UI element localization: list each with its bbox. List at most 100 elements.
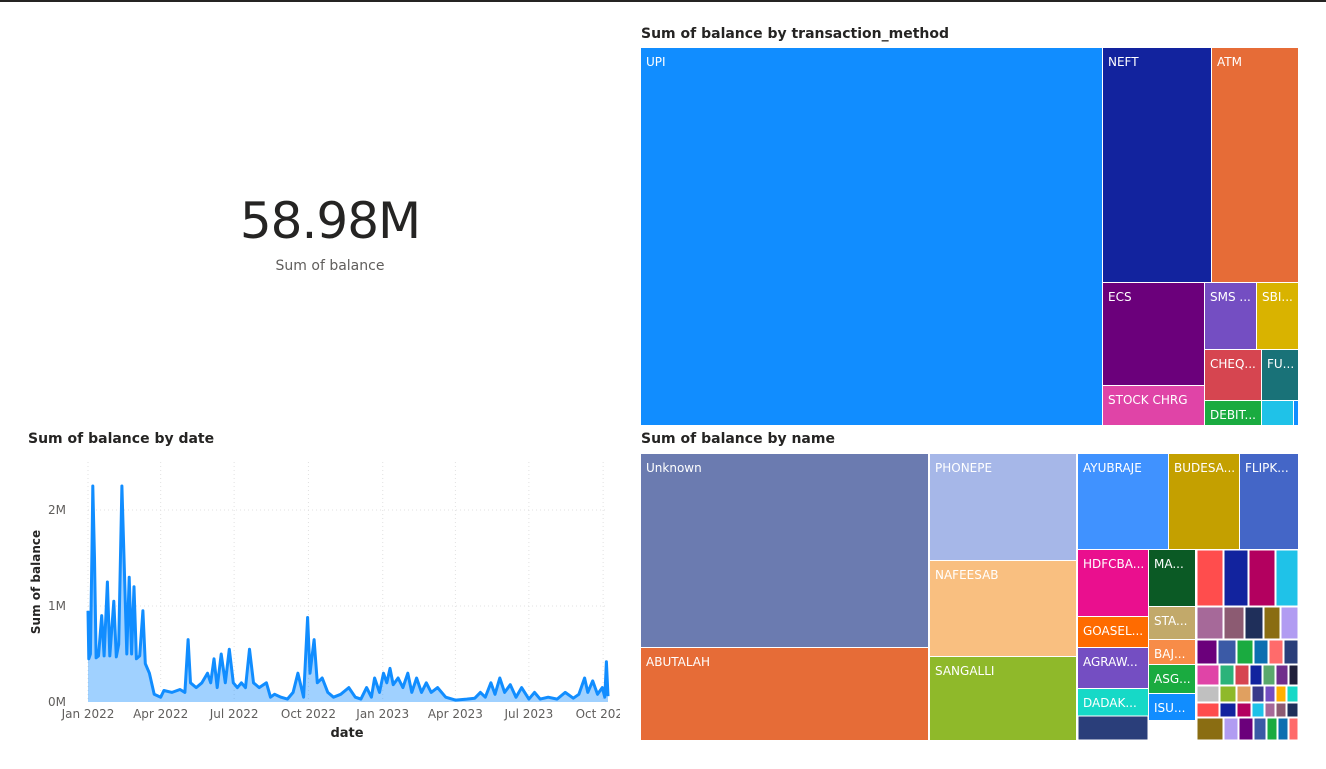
method-tile-ecs[interactable]: ECS [1103, 283, 1204, 385]
name-tile-small[interactable] [1196, 606, 1224, 640]
name-tile-small[interactable] [1251, 702, 1265, 718]
svg-text:FU...: FU... [1267, 357, 1294, 371]
name-tile-small[interactable] [1219, 664, 1235, 686]
name-tile-small[interactable] [1196, 664, 1220, 686]
name-tile-small[interactable] [1248, 549, 1276, 607]
name-tile-small[interactable] [1275, 549, 1298, 607]
date-y-tick: 0M [48, 695, 66, 709]
method-tile-fu[interactable]: FU... [1262, 350, 1298, 400]
method-tile-neft[interactable]: NEFT [1103, 48, 1211, 282]
method-tile-upi[interactable]: UPI [641, 48, 1102, 425]
name-tile-small[interactable] [1262, 664, 1276, 686]
name-tile-small[interactable] [1266, 717, 1278, 740]
name-tile-small[interactable] [1219, 702, 1237, 718]
name-tile-small[interactable] [1275, 685, 1287, 703]
name-tile-small[interactable] [1223, 717, 1239, 740]
method-tile-sbi[interactable]: SBI... [1257, 283, 1298, 349]
name-tile-small[interactable] [1219, 685, 1237, 703]
name-tile-small[interactable] [1196, 717, 1224, 740]
name-tile-agraw[interactable]: AGRAW... [1078, 648, 1148, 688]
name-tile-goasel[interactable]: GOASEL... [1078, 617, 1148, 647]
name-tile-small[interactable] [1280, 606, 1298, 640]
svg-text:STA...: STA... [1154, 614, 1187, 628]
name-tile-small[interactable] [1223, 549, 1249, 607]
name-tile-sta[interactable]: STA... [1149, 607, 1195, 639]
svg-text:DEBIT...: DEBIT... [1210, 408, 1256, 422]
name-tile-small[interactable] [1234, 664, 1250, 686]
date-x-tick: Jan 2023 [355, 707, 409, 721]
date-x-axis-label: date [330, 726, 363, 741]
name-tile-small[interactable] [1277, 717, 1289, 740]
method-treemap[interactable]: UPI NEFT ATM ECS SMS ... SBI... CHEQ... FU... ST… [641, 48, 1298, 425]
name-tile-sangalli[interactable]: SANGALLI [930, 657, 1076, 740]
svg-text:BUDESA...: BUDESA... [1174, 461, 1235, 475]
date-y-tick: 2M [48, 503, 66, 517]
name-tile-small[interactable] [1264, 702, 1276, 718]
name-tile-baj[interactable]: BAJ... [1149, 640, 1195, 664]
balance-line [86, 484, 610, 702]
name-tile-small[interactable] [1236, 685, 1252, 703]
name-tile-small[interactable] [1238, 717, 1254, 740]
name-tile-small[interactable] [1288, 664, 1298, 686]
date-line-chart[interactable]: 0M 1M 2M Jan 2022 Apr 2022 Jul 2022 Oct 2022 J… [20, 452, 620, 747]
name-tile-small[interactable] [1286, 685, 1298, 703]
name-tile-small[interactable] [1236, 639, 1254, 665]
name-tile-flipk[interactable]: FLIPK... [1240, 454, 1298, 549]
name-tile-small[interactable] [1286, 702, 1298, 718]
name-tile-ma[interactable]: MA... [1149, 550, 1195, 606]
method-tile-cheq[interactable]: CHEQ... [1205, 350, 1261, 400]
name-tile-ayubraje[interactable]: AYUBRAJE [1078, 454, 1168, 549]
name-tile-small[interactable] [1249, 664, 1263, 686]
date-y-axis-label: Sum of balance [29, 530, 43, 634]
name-tile-small[interactable] [1263, 606, 1281, 640]
date-x-tick: Oct 2023 [576, 707, 620, 721]
name-tile-unknown[interactable]: Unknown [641, 454, 928, 647]
method-tile-small[interactable] [1262, 401, 1293, 425]
name-tile-asg[interactable]: ASG... [1149, 665, 1195, 693]
method-tile-small[interactable] [1294, 401, 1298, 425]
name-tile-small[interactable] [1251, 685, 1265, 703]
name-tile-small[interactable] [1264, 685, 1276, 703]
svg-text:BAJ...: BAJ... [1154, 647, 1185, 661]
name-tile-small[interactable] [1223, 606, 1245, 640]
name-tile-small[interactable] [1283, 639, 1298, 665]
name-treemap[interactable]: Unknown ABUTALAH PHONEPE NAFEESAB SANGALLI AY… [641, 454, 1298, 740]
name-tile-isu[interactable]: ISU... [1149, 694, 1195, 720]
name-tile-small[interactable] [1077, 715, 1149, 740]
name-tile-small[interactable] [1196, 685, 1220, 703]
svg-text:HDFCBA...: HDFCBA... [1083, 557, 1144, 571]
svg-text:ECS: ECS [1108, 290, 1132, 304]
name-tile-small[interactable] [1275, 664, 1289, 686]
date-x-tick: Apr 2023 [428, 707, 483, 721]
svg-text:DADAK...: DADAK... [1083, 696, 1137, 710]
svg-text:ISU...: ISU... [1154, 701, 1185, 715]
svg-text:ATM: ATM [1217, 55, 1242, 69]
name-tile-small[interactable] [1268, 639, 1284, 665]
svg-text:PHONEPE: PHONEPE [935, 461, 992, 475]
method-tile-atm[interactable]: ATM [1212, 48, 1298, 282]
name-treemap-title: Sum of balance by name [641, 431, 835, 447]
name-tile-small[interactable] [1244, 606, 1264, 640]
name-tile-budesa[interactable]: BUDESA... [1169, 454, 1239, 549]
name-tile-small[interactable] [1236, 702, 1252, 718]
name-tile-small[interactable] [1253, 717, 1267, 740]
name-tile-small[interactable] [1275, 702, 1287, 718]
kpi-label: Sum of balance [275, 258, 385, 274]
name-tile-small[interactable] [1253, 639, 1269, 665]
method-tile-debit[interactable]: DEBIT... [1205, 401, 1261, 425]
method-tile-sms[interactable]: SMS ... [1205, 283, 1256, 349]
name-tile-small[interactable] [1217, 639, 1237, 665]
name-tile-nafeesab[interactable]: NAFEESAB [930, 561, 1076, 656]
svg-text:NAFEESAB: NAFEESAB [935, 568, 999, 582]
svg-text:MA...: MA... [1154, 557, 1184, 571]
name-tile-abutalah[interactable]: ABUTALAH [641, 648, 928, 740]
name-tile-small[interactable] [1196, 639, 1218, 665]
svg-text:FLIPK...: FLIPK... [1245, 461, 1289, 475]
name-tile-small[interactable] [1196, 549, 1224, 607]
method-tile-stock-chrg[interactable]: STOCK CHRG [1103, 386, 1204, 425]
name-tile-small[interactable] [1196, 702, 1220, 718]
name-tile-hdfcba[interactable]: HDFCBA... [1078, 550, 1148, 616]
name-tile-phonepe[interactable]: PHONEPE [930, 454, 1076, 560]
name-tile-small[interactable] [1288, 717, 1298, 740]
svg-text:SMS ...: SMS ... [1210, 290, 1251, 304]
